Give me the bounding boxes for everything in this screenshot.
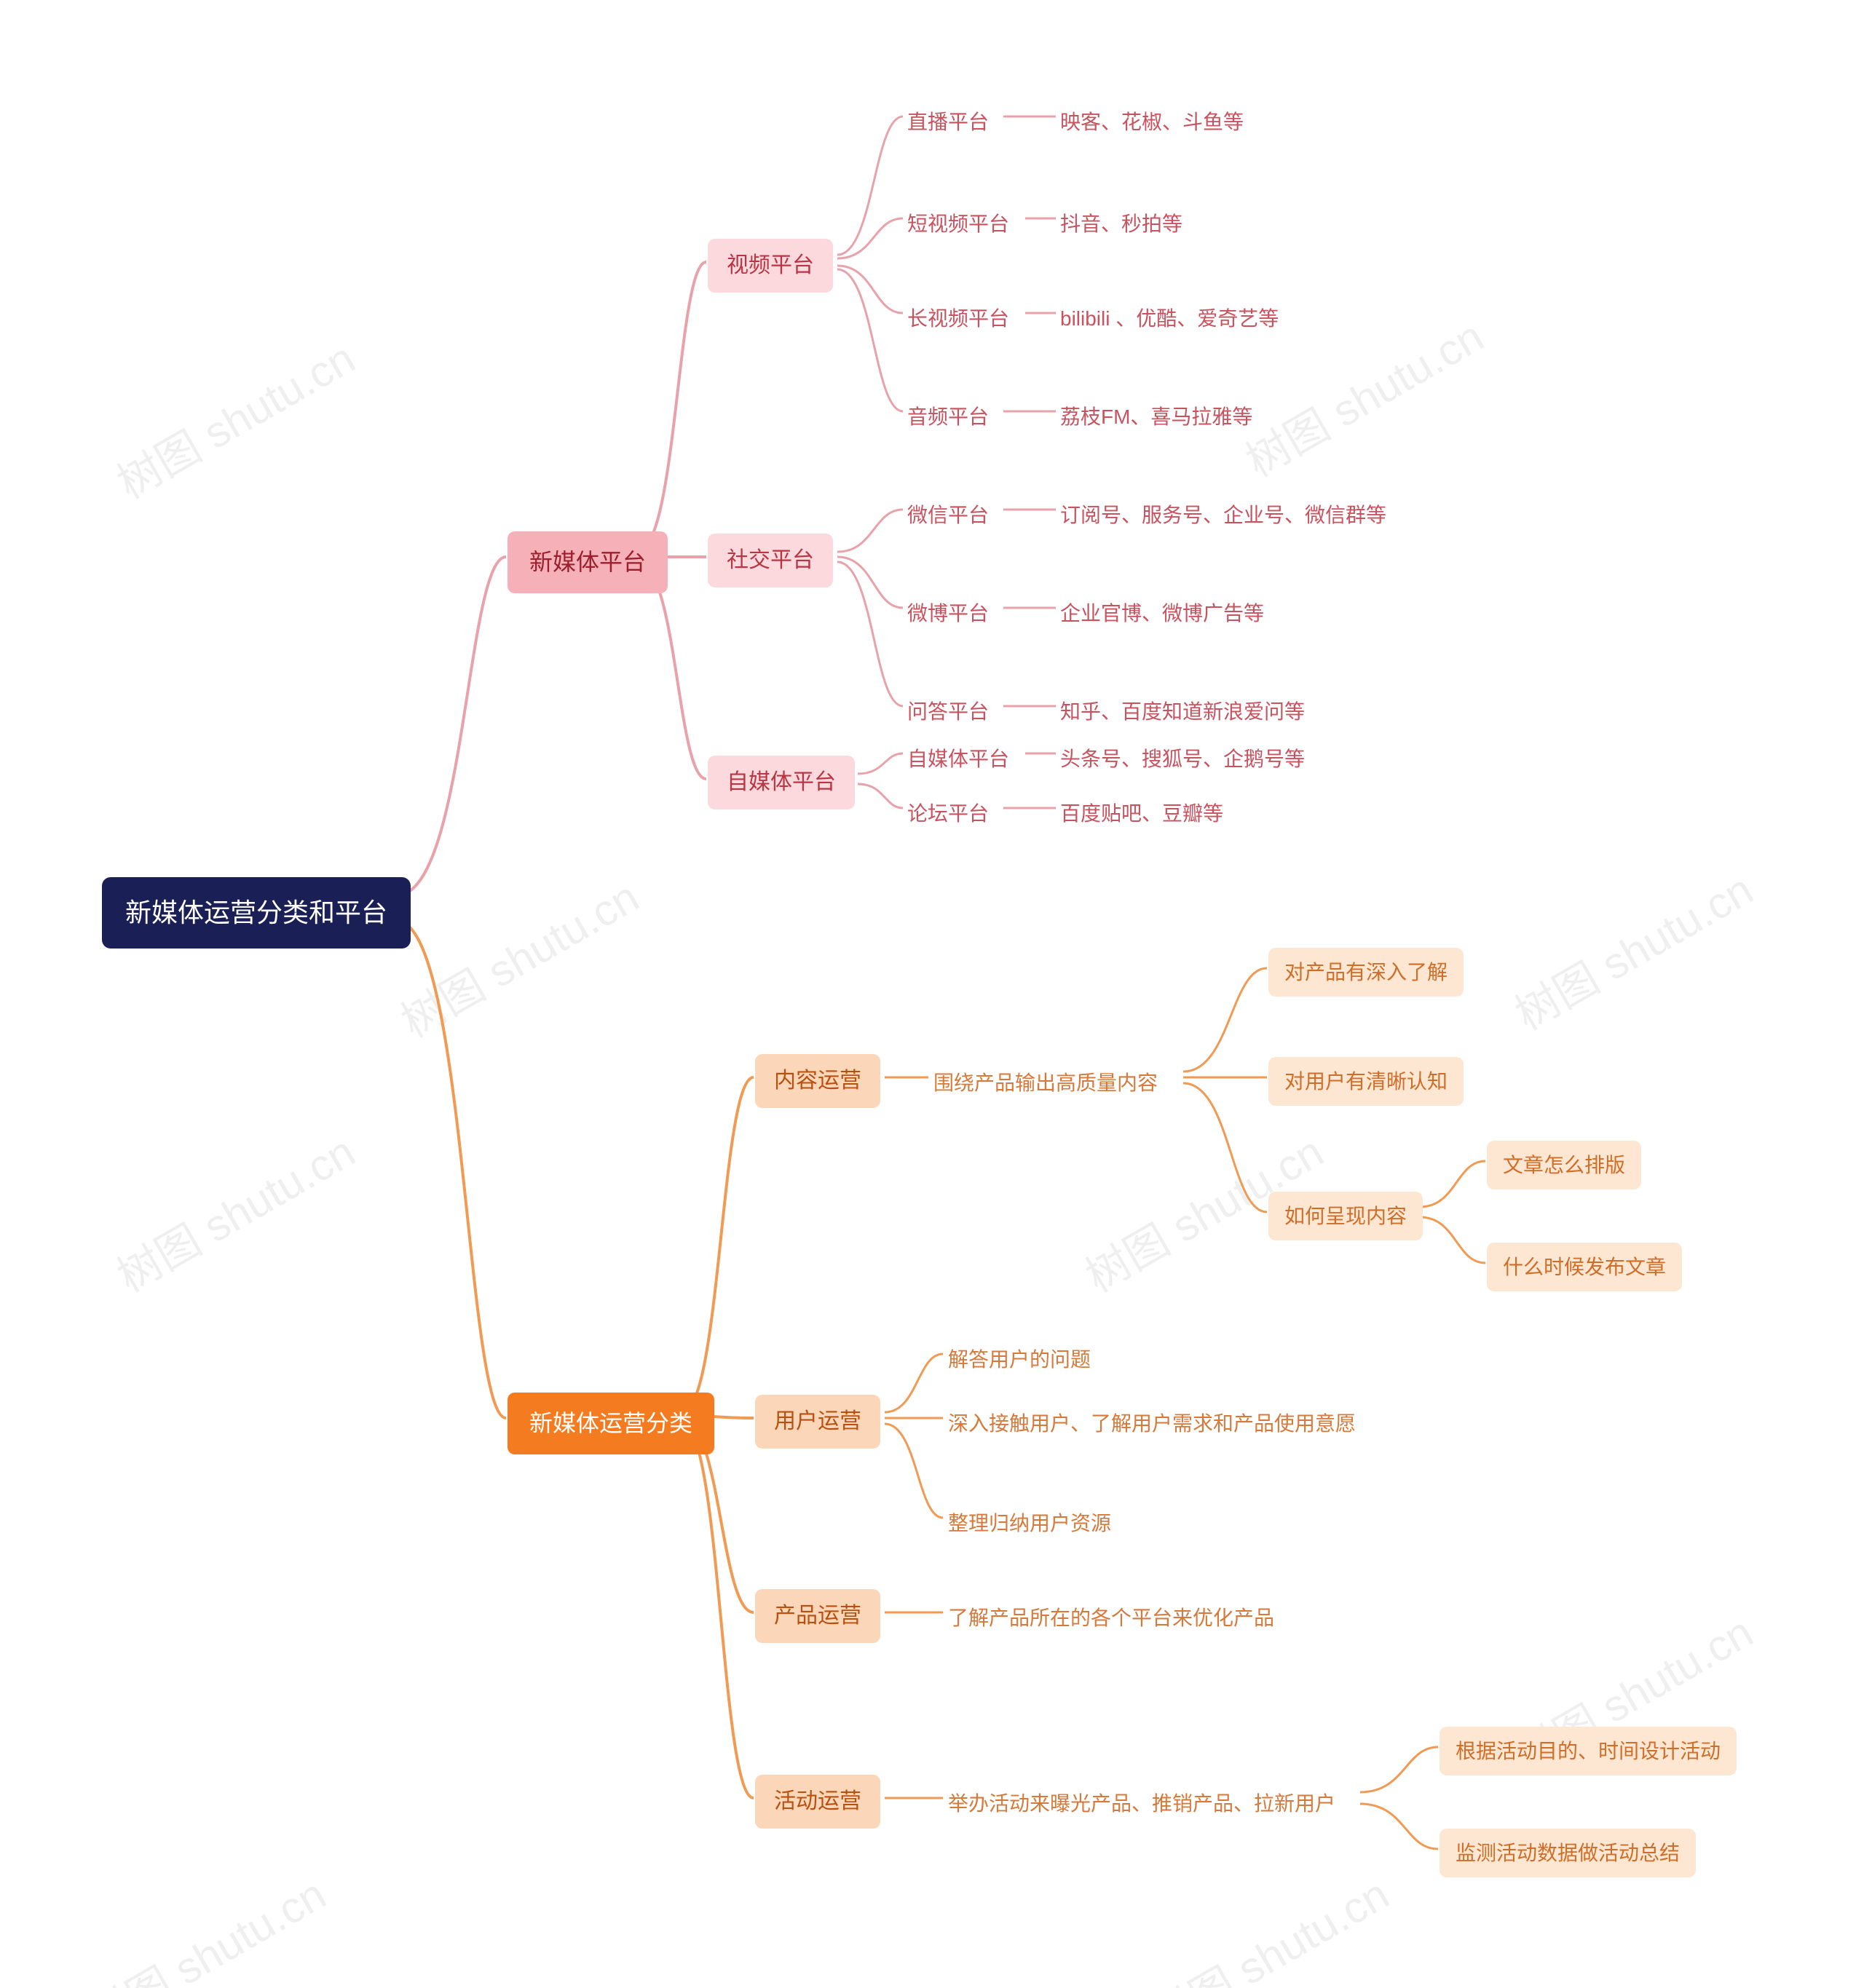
leaf-product-understand: 对产品有深入了解 — [1268, 948, 1464, 997]
leaf-selfmedia: 头条号、搜狐号、企鹅号等 — [1057, 736, 1308, 782]
leaf-optimize: 了解产品所在的各个平台来优化产品 — [945, 1595, 1277, 1641]
leaf-qa: 知乎、百度知道新浪爱问等 — [1057, 689, 1308, 734]
node-content-quality[interactable]: 围绕产品输出高质量内容 — [931, 1060, 1161, 1106]
node-content-ops[interactable]: 内容运营 — [755, 1054, 880, 1108]
leaf-longvideo: bilibili 、优酷、爱奇艺等 — [1057, 296, 1282, 341]
node-weibo[interactable]: 微博平台 — [904, 590, 992, 636]
node-event-ops[interactable]: 活动运营 — [755, 1775, 880, 1829]
watermark: 树图 shutu.cn — [104, 1117, 365, 1304]
node-longvideo-platform[interactable]: 长视频平台 — [904, 296, 1012, 341]
leaf-forum: 百度贴吧、豆瓣等 — [1057, 791, 1226, 836]
leaf-event-design: 根据活动目的、时间设计活动 — [1440, 1727, 1737, 1775]
leaf-user-understand: 对用户有清晰认知 — [1268, 1057, 1464, 1106]
node-social-platform[interactable]: 社交平台 — [708, 534, 833, 587]
mindmap-canvas: 树图 shutu.cn 树图 shutu.cn 树图 shutu.cn 树图 s… — [0, 0, 1864, 1988]
leaf-organize-res: 整理归纳用户资源 — [945, 1500, 1114, 1546]
node-user-ops[interactable]: 用户运营 — [755, 1395, 880, 1449]
watermark: 树图 shutu.cn — [1138, 1860, 1399, 1988]
branch-platforms[interactable]: 新媒体平台 — [508, 531, 668, 593]
node-qa[interactable]: 问答平台 — [904, 689, 992, 734]
node-forum[interactable]: 论坛平台 — [904, 791, 992, 836]
leaf-wechat: 订阅号、服务号、企业号、微信群等 — [1057, 492, 1389, 538]
node-selfmedia-platform[interactable]: 自媒体平台 — [708, 756, 855, 809]
node-event-hold[interactable]: 举办活动来曝光产品、推销产品、拉新用户 — [945, 1781, 1338, 1826]
leaf-event-monitor: 监测活动数据做活动总结 — [1440, 1829, 1696, 1877]
node-selfmedia[interactable]: 自媒体平台 — [904, 736, 1012, 782]
leaf-publish-time: 什么时候发布文章 — [1487, 1243, 1682, 1291]
watermark: 树图 shutu.cn — [1502, 855, 1763, 1042]
node-product-ops[interactable]: 产品运营 — [755, 1589, 880, 1643]
leaf-weibo: 企业官博、微博广告等 — [1057, 590, 1267, 636]
node-video-platform[interactable]: 视频平台 — [708, 239, 833, 293]
leaf-shortvideo: 抖音、秒拍等 — [1057, 201, 1185, 247]
node-wechat[interactable]: 微信平台 — [904, 492, 992, 538]
watermark: 树图 shutu.cn — [75, 1860, 336, 1988]
node-present-content[interactable]: 如何呈现内容 — [1268, 1192, 1423, 1240]
watermark: 树图 shutu.cn — [104, 324, 365, 511]
leaf-audio: 荔枝FM、喜马拉雅等 — [1057, 394, 1255, 440]
node-shortvideo-platform[interactable]: 短视频平台 — [904, 201, 1012, 247]
node-audio-platform[interactable]: 音频平台 — [904, 394, 992, 440]
branch-operations[interactable]: 新媒体运营分类 — [508, 1393, 714, 1454]
leaf-deep-contact: 深入接触用户、了解用户需求和产品使用意愿 — [945, 1401, 1359, 1446]
root-node[interactable]: 新媒体运营分类和平台 — [102, 877, 411, 949]
watermark: 树图 shutu.cn — [388, 863, 649, 1050]
leaf-answer-q: 解答用户的问题 — [945, 1336, 1094, 1382]
node-live-platform[interactable]: 直播平台 — [904, 99, 992, 145]
leaf-layout: 文章怎么排版 — [1487, 1141, 1641, 1189]
leaf-live: 映客、花椒、斗鱼等 — [1057, 99, 1247, 145]
